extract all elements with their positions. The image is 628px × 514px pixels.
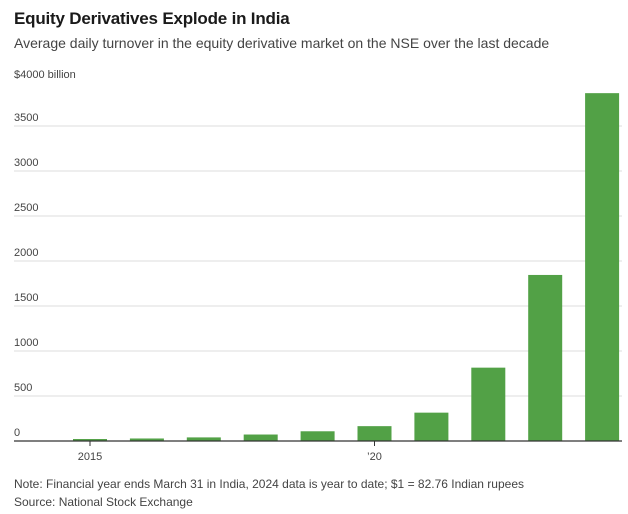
y-tick-label: 3500 — [14, 112, 38, 124]
chart-note: Note: Financial year ends March 31 in In… — [14, 477, 524, 491]
bar — [243, 434, 278, 441]
bar — [73, 439, 107, 441]
bar — [129, 438, 164, 441]
bar-chart: 0 500 1000 1500 2000 2500 3000 3500 $4000 billio… — [14, 69, 622, 463]
bar — [357, 426, 392, 441]
bar — [528, 274, 563, 441]
bar — [300, 431, 335, 441]
bar — [585, 93, 620, 442]
bar — [471, 367, 506, 441]
y-tick-label: 1000 — [14, 337, 38, 349]
chart-title: Equity Derivatives Explode in India — [14, 9, 290, 28]
y-tick-label: 2000 — [14, 247, 38, 259]
chart-subtitle: Average daily turnover in the equity der… — [14, 35, 550, 51]
x-tick-label: 2015 — [78, 451, 102, 463]
y-tick-label: 500 — [14, 382, 32, 394]
chart-source: Source: National Stock Exchange — [14, 495, 193, 509]
x-tick-label: ’20 — [367, 451, 382, 463]
bar — [186, 437, 221, 441]
y-tick-label: 0 — [14, 427, 20, 439]
bar — [414, 412, 449, 441]
y-axis-top-label: $4000 billion — [14, 69, 76, 81]
y-tick-label: 2500 — [14, 202, 38, 214]
y-tick-label: 1500 — [14, 292, 38, 304]
y-tick-label: 3000 — [14, 157, 38, 169]
